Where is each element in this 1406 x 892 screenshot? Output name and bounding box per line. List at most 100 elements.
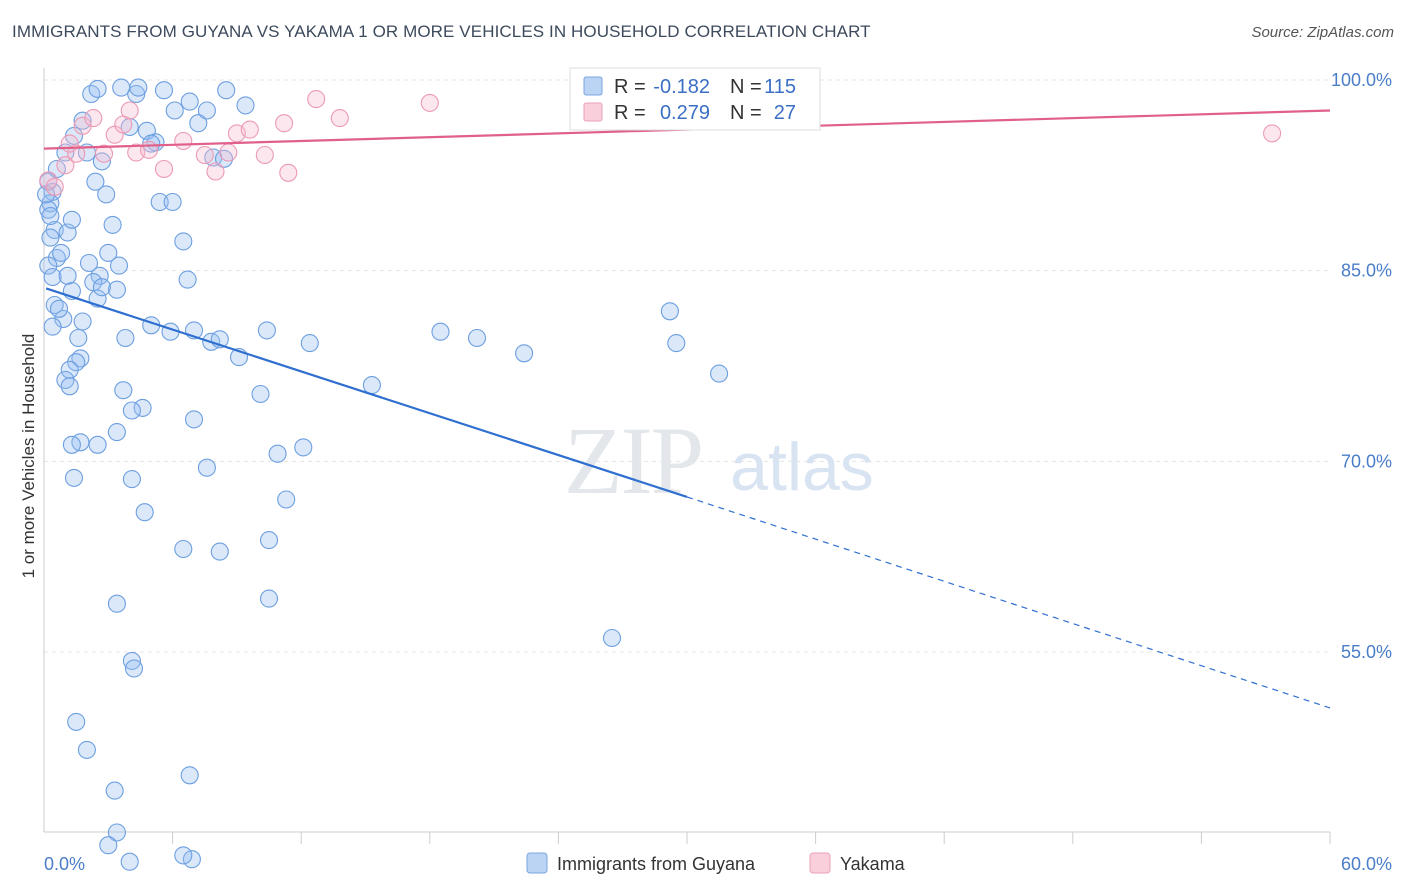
point-guyana <box>184 410 204 429</box>
point-guyana <box>120 852 139 871</box>
point-yakama <box>275 114 294 133</box>
y-tick-label: 70.0% <box>1341 451 1392 471</box>
point-guyana <box>667 334 686 353</box>
point-guyana <box>41 228 60 247</box>
point-guyana <box>122 470 141 489</box>
point-guyana <box>165 101 184 120</box>
point-guyana <box>84 273 103 292</box>
point-guyana <box>43 317 62 336</box>
point-guyana <box>88 79 107 98</box>
point-guyana <box>88 435 107 454</box>
point-yakama <box>219 143 238 162</box>
point-guyana <box>99 836 118 855</box>
series-guyana-points <box>37 78 729 871</box>
point-yakama <box>56 156 75 175</box>
trend-line-guyana-extension <box>686 496 1331 709</box>
point-guyana <box>515 344 534 363</box>
point-guyana <box>109 256 129 275</box>
point-guyana <box>660 302 679 321</box>
point-guyana <box>105 781 124 800</box>
point-guyana <box>300 334 319 353</box>
legend-n-value-1: 115 <box>764 76 796 98</box>
watermark-atlas: atlas <box>730 429 874 505</box>
point-guyana <box>294 438 313 457</box>
point-guyana <box>62 210 81 229</box>
point-yakama <box>307 90 326 109</box>
point-guyana <box>127 84 146 104</box>
bottom-legend-label-yakama: Yakama <box>840 854 906 874</box>
point-guyana <box>174 539 193 559</box>
chart-title: IMMIGRANTS FROM GUYANA VS YAKAMA 1 OR MO… <box>12 22 871 41</box>
y-tick-label: 85.0% <box>1341 261 1392 281</box>
point-yakama <box>84 109 103 128</box>
point-yakama <box>154 159 174 179</box>
point-guyana <box>107 280 126 299</box>
point-guyana <box>67 353 86 372</box>
point-guyana <box>431 322 450 341</box>
point-guyana <box>107 823 126 842</box>
y-tick-label: 55.0% <box>1341 642 1392 662</box>
chart-source: Source: ZipAtlas.com <box>1251 24 1394 41</box>
point-guyana <box>97 185 116 204</box>
point-guyana <box>180 766 199 785</box>
point-yakama <box>330 109 349 128</box>
bottom-legend-swatch-guyana <box>526 852 548 874</box>
point-yakama <box>255 145 274 165</box>
point-guyana <box>217 81 236 100</box>
point-guyana <box>54 309 73 329</box>
gridlines <box>44 79 1330 653</box>
point-guyana <box>49 299 69 318</box>
point-yakama <box>279 163 298 182</box>
point-guyana <box>73 312 92 331</box>
point-guyana <box>268 444 287 463</box>
point-guyana <box>41 194 60 213</box>
axes <box>43 68 1331 844</box>
point-guyana <box>41 206 60 226</box>
point-guyana <box>86 172 105 191</box>
point-guyana <box>77 740 96 759</box>
legend-r-label-1: R = <box>614 76 646 98</box>
point-guyana <box>92 278 111 297</box>
point-guyana <box>467 328 487 348</box>
bottom-legend-label-guyana: Immigrants from Guyana <box>557 854 756 874</box>
legend-r-label-2: R = <box>614 102 646 124</box>
point-guyana <box>107 594 126 613</box>
point-guyana <box>197 458 216 477</box>
point-guyana <box>178 270 197 289</box>
legend-swatch-guyana <box>583 76 603 96</box>
point-guyana <box>189 114 208 133</box>
point-guyana <box>124 659 144 678</box>
bottom-legend: Immigrants from Guyana Yakama <box>526 852 906 874</box>
point-guyana <box>99 243 118 262</box>
point-guyana <box>236 96 255 115</box>
point-guyana <box>67 712 86 731</box>
point-yakama <box>120 101 139 120</box>
point-guyana <box>62 435 81 454</box>
point-guyana <box>122 651 141 670</box>
point-guyana <box>112 78 131 97</box>
legend-n-label-1: N = <box>730 76 762 98</box>
point-guyana <box>180 92 199 111</box>
legend-n-label-2: N = <box>730 102 762 124</box>
point-guyana <box>58 266 77 285</box>
legend-box: R = -0.182 N = 115 R = 0.279 N = 27 <box>569 67 821 131</box>
point-guyana <box>251 384 270 404</box>
point-guyana <box>116 328 135 348</box>
point-guyana <box>114 381 133 400</box>
legend-r-value-1: -0.182 <box>653 76 710 98</box>
point-guyana <box>133 398 152 417</box>
legend-swatch-yakama <box>583 102 603 122</box>
point-guyana <box>79 253 99 273</box>
point-guyana <box>39 256 58 275</box>
point-guyana <box>64 468 84 487</box>
point-guyana <box>259 589 279 608</box>
point-yakama <box>420 93 439 112</box>
point-guyana <box>710 364 729 383</box>
point-guyana <box>362 376 381 395</box>
point-yakama <box>39 171 58 190</box>
point-yakama <box>240 120 259 139</box>
trend-line-guyana <box>45 287 688 498</box>
point-yakama <box>195 145 214 165</box>
point-guyana <box>197 101 216 120</box>
